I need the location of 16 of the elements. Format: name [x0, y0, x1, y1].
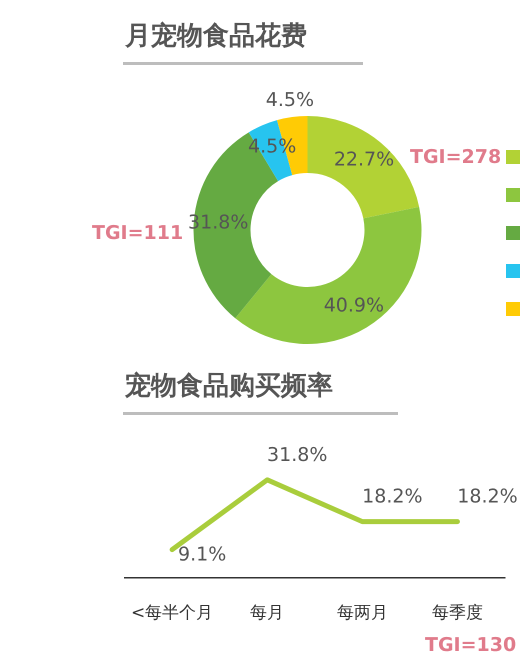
chart-title: 宠物食品购买频率: [125, 370, 333, 403]
x-tick-label: 每月: [250, 603, 284, 624]
text: TGI=111: [92, 222, 184, 244]
x-tick-label: 每两月: [336, 603, 388, 624]
data-label: 18.2%: [457, 486, 518, 508]
text: TGI=130: [425, 634, 516, 656]
chart-title: 月宠物食品花费: [125, 20, 307, 53]
x-tick-label: 每季度: [432, 603, 483, 624]
data-label: 18.2%: [362, 486, 423, 508]
data-label: 22.7%: [334, 148, 394, 171]
data-label: 4.5%: [266, 89, 314, 112]
data-label: 31.8%: [267, 444, 328, 466]
data-label: 40.9%: [324, 294, 384, 316]
text: TGI=278: [410, 146, 502, 168]
x-tick-label: <每半个月: [130, 603, 214, 624]
data-label: 9.1%: [178, 544, 226, 566]
